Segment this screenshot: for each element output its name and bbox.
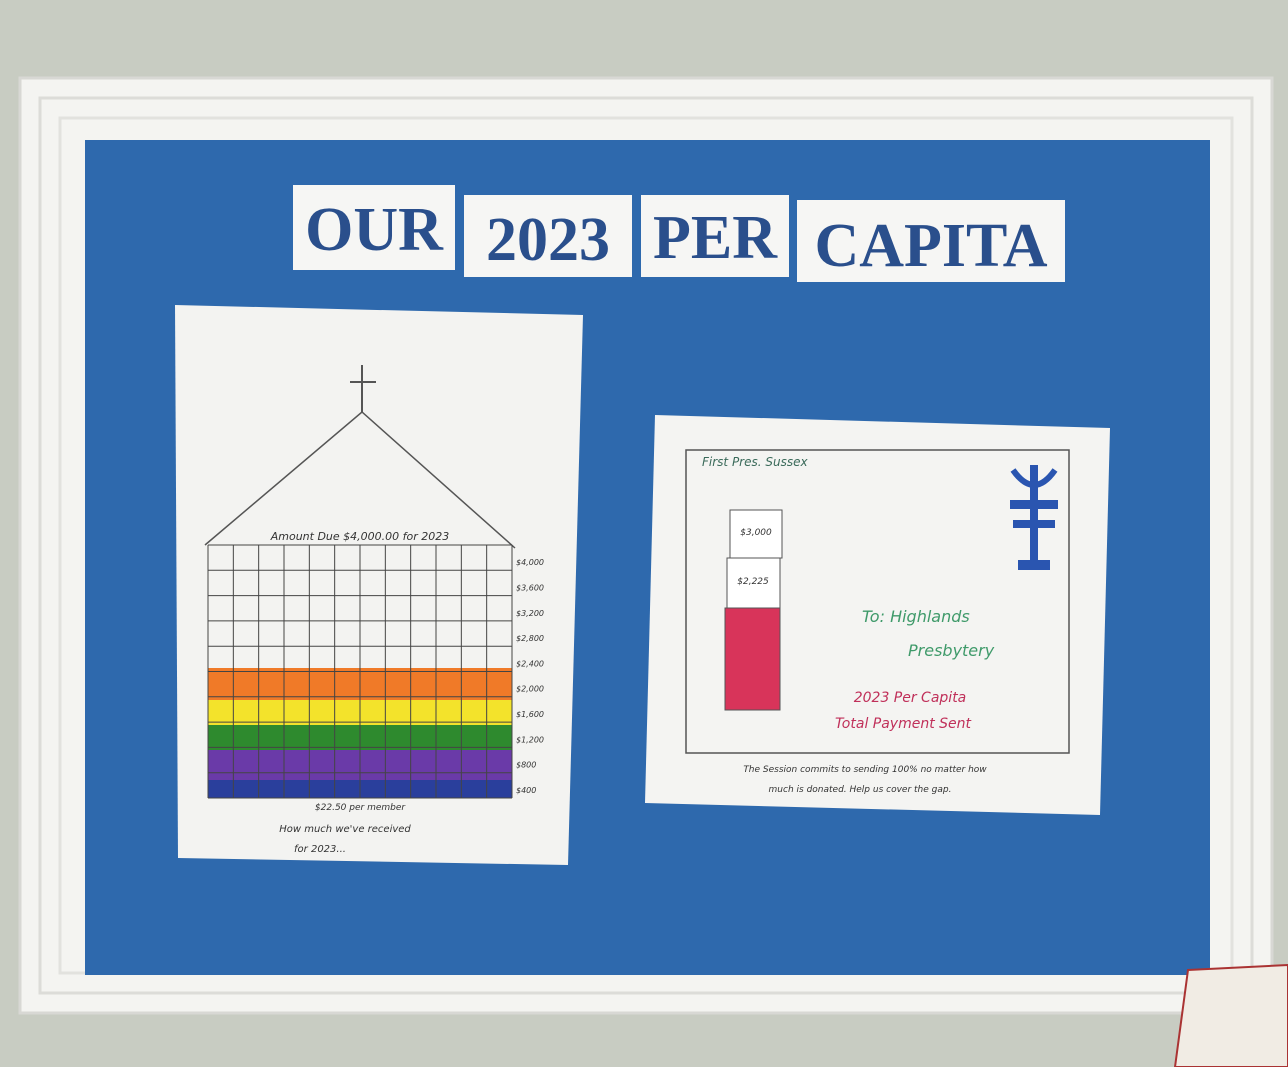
logo-bar	[1010, 500, 1058, 509]
logo-base	[1018, 560, 1050, 570]
title-word: 2023	[486, 206, 610, 274]
footer: much is donated. Help us cover the gap.	[769, 785, 952, 795]
scale-label: $2,000	[516, 685, 544, 694]
scale-label: $400	[516, 786, 536, 795]
thermometer-fill	[725, 608, 780, 710]
heading: Amount Due $4,000.00 for 2023	[270, 530, 450, 543]
caption: for 2023...	[294, 844, 346, 855]
footer: The Session commits to sending 100% no m…	[743, 765, 987, 775]
scale-label: $3,200	[516, 609, 544, 618]
title-word: OUR	[305, 196, 444, 264]
left-poster: Amount Due $4,000.00 for 2023 $22.50 per…	[175, 305, 583, 865]
bulletin-board-photo: OUR 2023 PER CAPITA Amount Due $4,000.00…	[0, 0, 1288, 1067]
bar-label: $2,225	[737, 577, 769, 587]
subject: 2023 Per Capita	[854, 690, 967, 706]
right-poster: First Pres. Sussex $3,000 $2,225 To: Hig…	[645, 415, 1110, 815]
scale-label: $1,200	[516, 735, 544, 744]
scale-label: $2,400	[516, 659, 544, 668]
sender: First Pres. Sussex	[702, 455, 808, 469]
subject: Total Payment Sent	[835, 716, 972, 732]
page: {"title": {"words": ["OUR", "2023", "PER…	[0, 0, 1288, 1067]
logo-bar	[1013, 520, 1055, 528]
recipient: To: Highlands	[862, 607, 970, 626]
scale-label: $4,000	[516, 558, 544, 567]
logo-stem	[1030, 465, 1038, 570]
caption: How much we've received	[279, 824, 411, 835]
scale-label: $3,600	[516, 584, 544, 593]
caption: $22.50 per member	[315, 803, 406, 813]
recipient: Presbytery	[908, 641, 995, 660]
bar-label: $3,000	[740, 528, 772, 538]
title-word: CAPITA	[814, 212, 1047, 280]
title-word: PER	[653, 204, 778, 272]
scale-label: $2,800	[516, 634, 544, 643]
scale-label: $800	[516, 761, 536, 770]
adjacent-paper	[1175, 965, 1288, 1067]
scale-label: $1,600	[516, 710, 544, 719]
